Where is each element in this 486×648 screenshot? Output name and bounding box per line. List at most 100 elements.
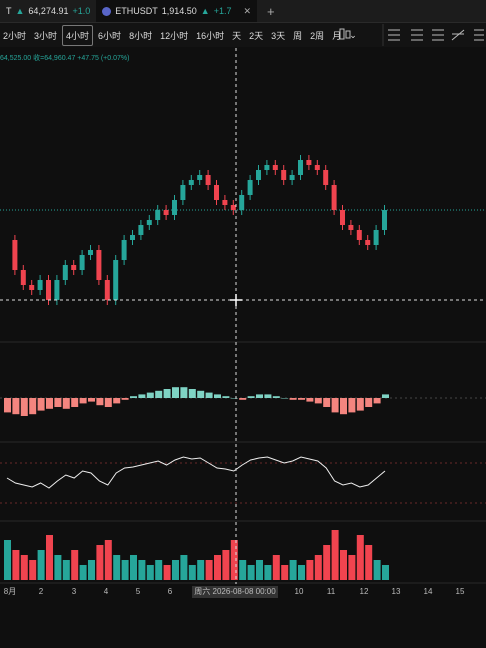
arrow: ▲: [200, 6, 210, 16]
volume-bar: [331, 530, 339, 580]
volume-bar: [289, 560, 297, 580]
candle: [71, 265, 77, 270]
candle: [188, 180, 194, 185]
interval[interactable]: 2天: [249, 30, 264, 41]
candle: [272, 165, 278, 170]
candle: [365, 240, 371, 245]
macd-bar: [239, 398, 247, 400]
candle: [289, 175, 295, 180]
macd-bar: [340, 398, 347, 415]
macd-bar: [180, 387, 188, 398]
volume-bar: [373, 560, 381, 580]
macd-bar: [62, 398, 70, 409]
macd-bar: [37, 398, 45, 411]
candle: [146, 220, 152, 225]
candle: [382, 210, 387, 230]
interval[interactable]: 16小时: [196, 30, 225, 41]
candle: [172, 200, 177, 215]
macd-bar: [222, 396, 230, 398]
macd-bar: [54, 398, 62, 407]
macd-bar: [12, 398, 20, 415]
macd-bar: [146, 392, 154, 398]
volume-bar: [155, 560, 163, 580]
macd-bar: [96, 398, 104, 406]
volume-bar: [79, 565, 87, 580]
volume-bar: [188, 565, 196, 580]
interval[interactable]: 2周: [310, 30, 325, 41]
interval[interactable]: 3天: [271, 30, 286, 41]
candle: [163, 210, 169, 215]
volume-bar: [340, 550, 347, 580]
macd-bar: [163, 389, 171, 398]
close: 收=64,960.47: [33, 55, 76, 62]
macd-bar: [197, 390, 205, 398]
rsi-line: [6, 456, 386, 489]
volume-bar: [180, 555, 188, 580]
interval-bar: 2小时 3小时 4小时 6小时 8小时 12小时 16小时天 2天 3天周 2周月 ⌄: [0, 23, 486, 47]
interval[interactable]: 月: [332, 30, 342, 41]
candle: [356, 230, 362, 240]
macd-bar: [205, 392, 213, 398]
candle: [306, 160, 312, 165]
more-intervals[interactable]: ⌄: [349, 29, 357, 40]
candle: [239, 195, 245, 210]
macd-bar: [79, 398, 87, 404]
volume-bar: [104, 540, 112, 580]
macd-bar: [104, 398, 112, 407]
volume-bar: [29, 560, 37, 580]
tab[interactable]: T ▲ 64,274.91 +1.0: [0, 0, 96, 22]
macd-bar: [20, 398, 28, 416]
volume-bar: [130, 555, 137, 580]
candle: [54, 280, 60, 300]
interval[interactable]: 天: [232, 30, 242, 41]
volume-bar: [348, 555, 356, 580]
interval[interactable]: 2小时: [3, 30, 27, 41]
macd-bar: [272, 396, 280, 398]
candle: [281, 170, 287, 180]
new-tab[interactable]: +: [267, 3, 275, 19]
macd-bar: [29, 398, 37, 415]
volume-bar: [20, 555, 28, 580]
x-label: 15: [456, 587, 465, 596]
volume-bar: [4, 540, 11, 580]
volume-bar: [298, 565, 305, 580]
volume-bar: [138, 560, 146, 580]
candle: [29, 285, 35, 290]
volume-bar: [197, 560, 205, 580]
macd-bar: [323, 398, 331, 407]
volume-bar: [214, 555, 221, 580]
volume-bar: [172, 560, 179, 580]
tab-bar: T ▲ 64,274.91 +1.0 ETHUSDT 1,914.50 ▲ +1.7 ✕ +: [0, 0, 486, 23]
candle: [155, 210, 161, 220]
candle: [104, 280, 110, 300]
x-label: 5: [136, 587, 141, 596]
interval[interactable]: 周: [293, 30, 303, 41]
interval[interactable]: 8小时: [129, 30, 153, 41]
candle: [214, 185, 219, 200]
candle: [130, 235, 135, 240]
interval[interactable]: 6小时: [98, 30, 122, 41]
interval[interactable]: 4小时: [62, 24, 94, 46]
macd-bar: [155, 390, 163, 398]
interval[interactable]: 12小时: [160, 30, 189, 41]
candle: [256, 170, 261, 180]
volume-bar: [281, 565, 289, 580]
interval[interactable]: 3小时: [34, 30, 58, 41]
x-label: 2: [39, 587, 44, 596]
volume-bar: [323, 545, 331, 580]
symbol: ETHUSDT: [115, 6, 158, 16]
candle: [180, 185, 186, 200]
x-label: 12: [360, 587, 369, 596]
x-label: 14: [424, 587, 433, 596]
candle: [62, 265, 68, 280]
close-tab[interactable]: ✕: [243, 5, 252, 16]
macd-bar: [306, 398, 314, 402]
volume-bar: [272, 555, 280, 580]
crosshair-label-bg: [192, 586, 278, 598]
x-label: 8月: [4, 587, 16, 596]
macd-bar: [373, 398, 381, 404]
macd-bar: [88, 398, 95, 402]
tab[interactable]: ETHUSDT 1,914.50 ▲ +1.7 ✕: [96, 0, 258, 22]
volume-bar: [163, 565, 171, 580]
